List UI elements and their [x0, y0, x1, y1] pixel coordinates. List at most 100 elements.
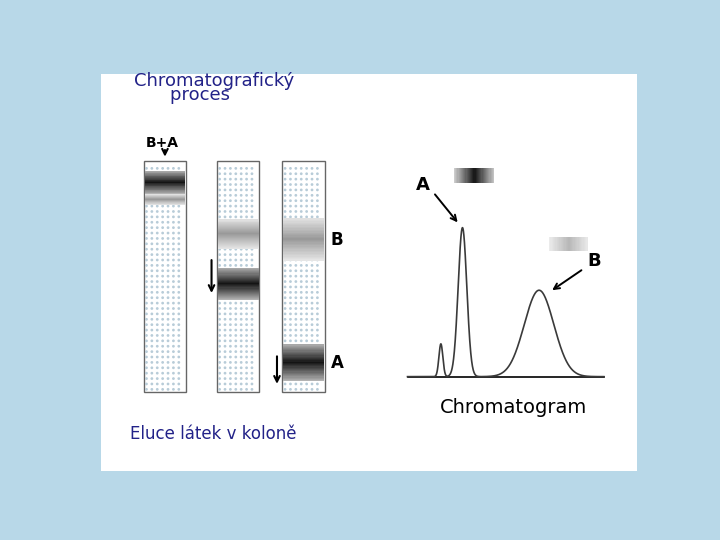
Circle shape: [310, 275, 313, 278]
Circle shape: [156, 194, 158, 197]
Bar: [488, 168, 490, 183]
Circle shape: [310, 226, 313, 229]
Circle shape: [224, 329, 226, 332]
Bar: [283, 224, 324, 226]
Bar: [217, 244, 258, 245]
Bar: [217, 228, 258, 230]
Circle shape: [289, 345, 292, 348]
Circle shape: [305, 226, 308, 229]
Bar: [145, 193, 185, 194]
Circle shape: [251, 199, 253, 202]
Bar: [459, 168, 460, 183]
Circle shape: [177, 323, 180, 326]
Bar: [471, 168, 473, 183]
Bar: [283, 221, 324, 222]
Circle shape: [251, 302, 253, 305]
Circle shape: [316, 205, 319, 207]
Bar: [217, 219, 258, 220]
Bar: [460, 168, 462, 183]
Circle shape: [284, 388, 287, 391]
Circle shape: [305, 302, 308, 305]
Circle shape: [166, 361, 169, 364]
Circle shape: [172, 215, 175, 218]
Circle shape: [289, 318, 292, 321]
Circle shape: [251, 318, 253, 321]
Circle shape: [300, 188, 302, 191]
Circle shape: [300, 382, 302, 386]
Circle shape: [161, 199, 164, 202]
Bar: [217, 235, 258, 236]
Circle shape: [300, 372, 302, 375]
Bar: [217, 240, 258, 241]
Circle shape: [310, 291, 313, 294]
Circle shape: [300, 232, 302, 234]
Circle shape: [305, 318, 308, 321]
Circle shape: [240, 377, 243, 380]
Bar: [145, 194, 185, 195]
Circle shape: [161, 248, 164, 251]
Circle shape: [284, 221, 287, 224]
Circle shape: [240, 210, 243, 213]
Bar: [484, 168, 485, 183]
Circle shape: [150, 323, 153, 326]
Circle shape: [235, 291, 237, 294]
Circle shape: [150, 334, 153, 337]
Circle shape: [235, 382, 237, 386]
Circle shape: [289, 302, 292, 305]
Circle shape: [316, 388, 319, 391]
Circle shape: [229, 275, 232, 278]
Circle shape: [240, 329, 243, 332]
Circle shape: [305, 361, 308, 364]
Circle shape: [224, 291, 226, 294]
Circle shape: [166, 178, 169, 180]
Circle shape: [172, 275, 175, 278]
Circle shape: [294, 167, 297, 170]
Circle shape: [316, 188, 319, 191]
Circle shape: [150, 237, 153, 240]
Circle shape: [156, 242, 158, 245]
Bar: [217, 270, 258, 271]
Bar: [217, 280, 258, 281]
Circle shape: [294, 356, 297, 359]
Circle shape: [177, 178, 180, 180]
Circle shape: [246, 242, 248, 245]
Circle shape: [240, 275, 243, 278]
Circle shape: [246, 356, 248, 359]
Circle shape: [172, 296, 175, 299]
Circle shape: [172, 264, 175, 267]
Circle shape: [284, 329, 287, 332]
Circle shape: [150, 194, 153, 197]
Bar: [217, 295, 258, 296]
Circle shape: [229, 199, 232, 202]
Circle shape: [305, 334, 308, 337]
Circle shape: [177, 210, 180, 213]
Circle shape: [284, 215, 287, 218]
Bar: [283, 345, 324, 347]
Circle shape: [166, 329, 169, 332]
Bar: [283, 256, 324, 258]
Circle shape: [305, 215, 308, 218]
Circle shape: [150, 286, 153, 288]
Circle shape: [240, 318, 243, 321]
Circle shape: [172, 188, 175, 191]
Circle shape: [156, 188, 158, 191]
Circle shape: [161, 382, 164, 386]
Circle shape: [289, 178, 292, 180]
Circle shape: [294, 248, 297, 251]
Circle shape: [294, 275, 297, 278]
Circle shape: [156, 269, 158, 272]
Bar: [145, 189, 185, 190]
Circle shape: [310, 205, 313, 207]
Circle shape: [284, 286, 287, 288]
Bar: [580, 238, 582, 251]
Circle shape: [156, 307, 158, 310]
Circle shape: [284, 372, 287, 375]
Circle shape: [229, 242, 232, 245]
Circle shape: [240, 253, 243, 256]
Circle shape: [166, 264, 169, 267]
Bar: [145, 173, 185, 174]
Circle shape: [229, 253, 232, 256]
Bar: [492, 168, 493, 183]
Bar: [283, 365, 324, 367]
Circle shape: [156, 237, 158, 240]
